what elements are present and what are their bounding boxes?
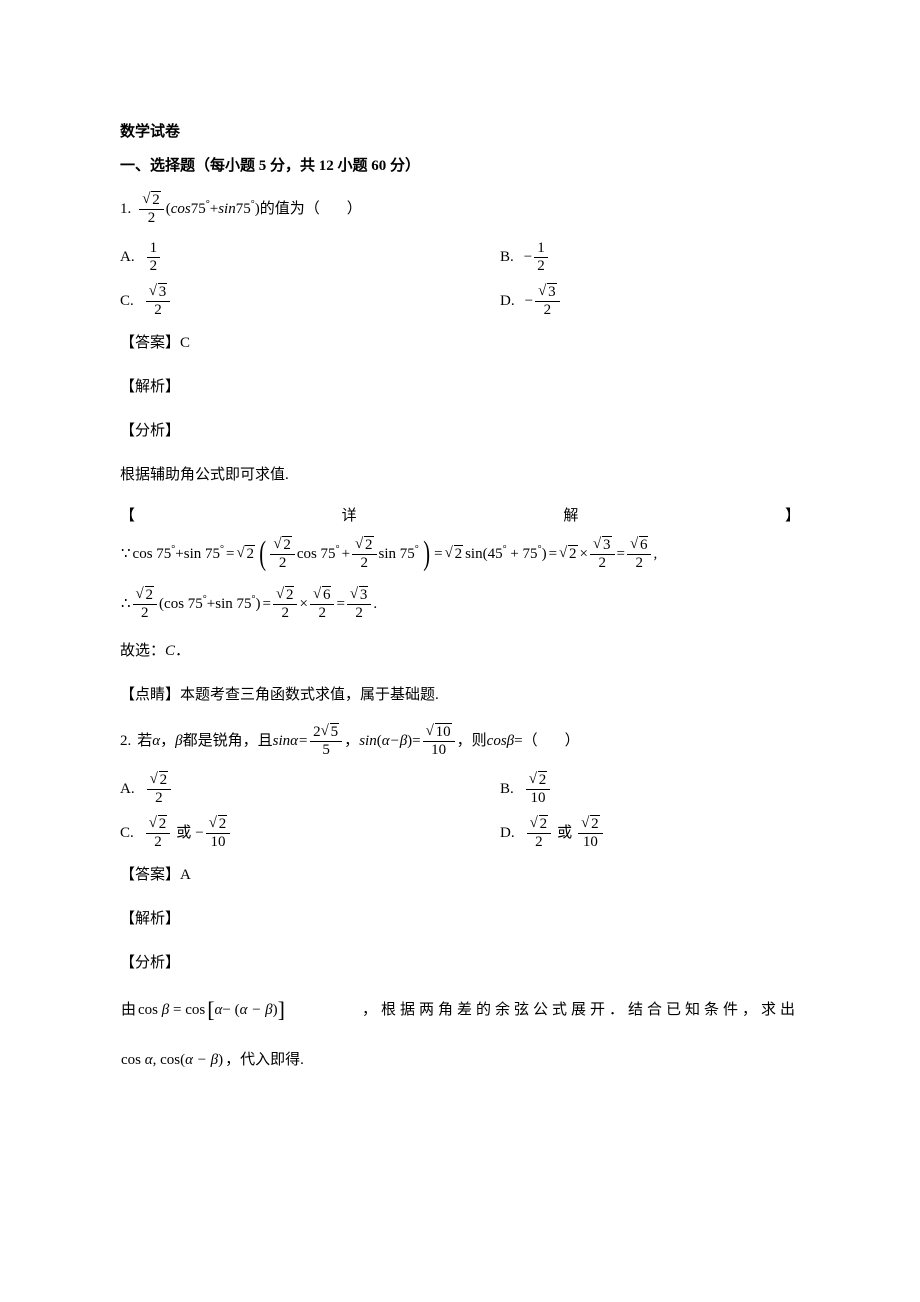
q2-options-row-2: C. 2 2 或 − 2 10 D. 2 2 或 2 10 <box>120 816 800 850</box>
q1-option-d: D. − 3 2 <box>500 284 562 318</box>
q1-dianjing: 【点睛】本题考查三角函数式求值，属于基础题. <box>120 680 800 710</box>
q1-answer: 【答案】C <box>120 328 800 358</box>
q1-detail-line-2: ∴ 2 2 (cos 75°+sin 75°) = 2 2 × 6 2 = 3 … <box>120 586 800 622</box>
q2-jiexi-label: 【解析】 <box>120 904 800 934</box>
q1-jiexi-label: 【解析】 <box>120 372 800 402</box>
q1-guxuan: 故选：C． <box>120 636 800 666</box>
q1-options-row-1: A. 1 2 B. − 1 2 <box>120 240 800 274</box>
doc-title: 数学试卷 <box>120 120 800 144</box>
q2-detail-line-1: 由 cos β = cos [ α − ( α − β ) ] ，根据两角差的余… <box>120 992 800 1028</box>
q2-detail-line-2: cos α, cos(α − β) ，代入即得. <box>120 1042 800 1078</box>
q1-fenxi-text: 根据辅助角公式即可求值. <box>120 460 800 490</box>
q1-stem-suffix: 的值为（ <box>260 193 320 226</box>
q1-xiangjie-label: 【 详 解 】 <box>120 504 800 528</box>
q1-stem: 1. 2 2 (cos75°+sin75°) 的值为（ ） <box>120 192 800 226</box>
q1-options-row-2: C. 3 2 D. − 3 2 <box>120 284 800 318</box>
q2-fenxi-label: 【分析】 <box>120 948 800 978</box>
q1-blank <box>324 193 347 226</box>
q1-coef-frac: 2 2 <box>139 192 164 226</box>
q2-option-b: B. 2 10 <box>500 772 552 806</box>
q1-paren-expr: (cos75°+sin75°) <box>166 193 260 226</box>
q2-option-a: A. 2 2 <box>120 772 500 806</box>
q2-options-row-1: A. 2 2 B. 2 10 <box>120 772 800 806</box>
q2-answer: 【答案】A <box>120 860 800 890</box>
q1-number: 1. <box>120 193 131 226</box>
q1-option-c: C. 3 2 <box>120 284 500 318</box>
q1-option-b: B. − 1 2 <box>500 240 550 274</box>
q1-option-a: A. 1 2 <box>120 240 500 274</box>
q1-fenxi-label: 【分析】 <box>120 416 800 446</box>
q2-option-c: C. 2 2 或 − 2 10 <box>120 816 500 850</box>
section-heading: 一、选择题（每小题 5 分，共 12 小题 60 分） <box>120 154 800 178</box>
q1-detail-line-1: ∵ cos 75°+sin 75° = 2 ( 2 2 cos 75° + 2 … <box>120 536 800 572</box>
q1-stem-close: ） <box>347 193 362 226</box>
q2-option-d: D. 2 2 或 2 10 <box>500 816 605 850</box>
q2-stem: 2. 若 α ， β 都是锐角，且 sinα= 25 5 ， sin(α−β)=… <box>120 724 800 758</box>
